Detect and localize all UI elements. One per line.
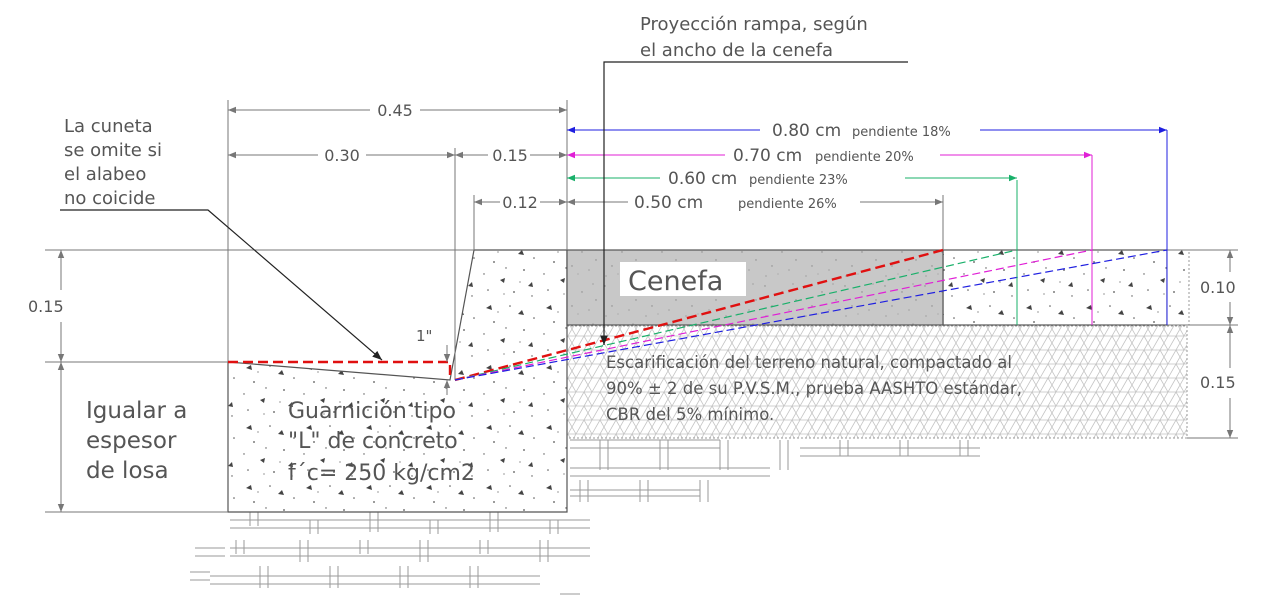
dim-015: 0.15	[492, 146, 528, 165]
ramp-label-070: 0.70 cm pendiente 20%	[733, 146, 914, 166]
dim-cuneta-drop: 1"	[416, 327, 432, 345]
ramp-slope-label-050: pendiente 26%	[738, 197, 837, 212]
dim-030: 0.30	[324, 146, 360, 165]
ramp-width-060: 0.60 cm	[668, 169, 737, 189]
igualar-note-line1: Igualar a	[86, 398, 187, 424]
escarificacion-note: Escarificación del terreno natural, comp…	[606, 353, 1022, 424]
guarnicion-note-line1: Guarnición tipo	[288, 399, 456, 424]
ramp-slope-050	[454, 248, 944, 382]
cenefa-label: Cenefa	[628, 266, 723, 297]
cuneta-note-line4: no coicide	[64, 188, 155, 209]
escarificacion-note-line3: CBR del 5% mínimo.	[606, 405, 774, 424]
guarnicion-note-line2: "L" de concreto	[288, 429, 458, 454]
dim-012: 0.12	[502, 193, 538, 212]
escarificacion-note-line1: Escarificación del terreno natural, comp…	[606, 353, 1012, 372]
projection-note: Proyección rampa, según el ancho de la c…	[640, 14, 868, 61]
cenefa-label-bg	[620, 262, 746, 296]
dim-base-thickness: 0.15	[1200, 373, 1236, 392]
ramp-slope-label-080: pendiente 18%	[852, 125, 951, 140]
projection-note-line2: el ancho de la cenefa	[640, 40, 833, 61]
ramp-slope-070	[454, 249, 1093, 381]
cuneta-note: La cuneta se omite si el alabeo no coici…	[64, 116, 162, 209]
ramp-slope-label-060: pendiente 23%	[749, 173, 848, 188]
ramp-label-080: 0.80 cm pendiente 18%	[772, 121, 951, 141]
dim-045: 0.45	[377, 101, 413, 120]
leader-lines	[60, 61, 908, 361]
guarnicion-note-line3: f´c= 250 kg/cm2	[288, 461, 475, 486]
dim-cenefa-thickness: 0.10	[1200, 278, 1236, 297]
concrete-edge	[1167, 249, 1190, 326]
ramp-dimensions	[567, 126, 1167, 182]
horizontal-dimensions	[228, 106, 943, 206]
ramp-label-060: 0.60 cm pendiente 23%	[668, 169, 848, 189]
igualar-note-line3: de losa	[86, 458, 169, 484]
ramp-width-050: 0.50 cm	[634, 193, 703, 213]
ramp-width-080: 0.80 cm	[772, 121, 841, 141]
compacted-soil-hatch	[190, 439, 980, 595]
cuneta-note-line3: el alabeo	[64, 164, 146, 185]
ramp-label-050: 0.50 cm pendiente 26%	[634, 193, 837, 213]
ramp-slope-080	[454, 249, 1168, 381]
vertical-dimensions	[57, 250, 1234, 512]
reference-lines	[45, 100, 1238, 513]
ramp-slope-label-070: pendiente 20%	[815, 150, 914, 165]
cuneta-note-line2: se omite si	[64, 140, 162, 161]
ramp-width-070: 0.70 cm	[733, 146, 802, 166]
dim-curb-height: 0.15	[28, 297, 64, 316]
ramp-slope-060	[454, 249, 1018, 381]
cuneta-red-line	[228, 360, 452, 380]
igualar-note-line2: espesor	[86, 428, 177, 454]
cuneta-note-line1: La cuneta	[64, 116, 153, 137]
escarificacion-note-line2: 90% ± 2 de su P.V.S.M., prueba AASHTO es…	[606, 379, 1022, 398]
ramp-slope-lines	[454, 248, 1168, 382]
igualar-note: Igualar a espesor de losa	[86, 398, 187, 484]
guarnicion-note: Guarnición tipo "L" de concreto f´c= 250…	[288, 399, 475, 486]
ramp-concrete-end	[942, 249, 1168, 326]
projection-note-line1: Proyección rampa, según	[640, 14, 868, 35]
